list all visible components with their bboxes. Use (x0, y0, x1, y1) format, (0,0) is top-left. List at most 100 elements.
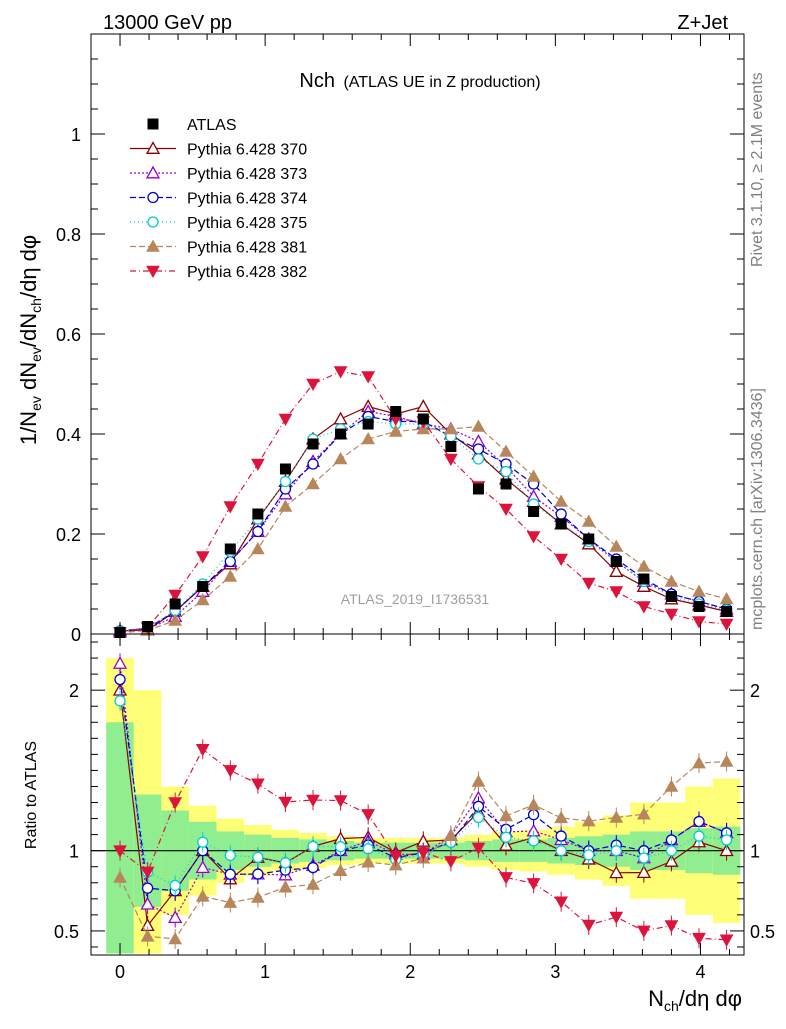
ratio-point-2 (141, 882, 154, 894)
series-point-4 (664, 574, 679, 587)
legend-marker (147, 118, 159, 130)
series-point-4 (609, 539, 624, 552)
ratio-point-5 (195, 744, 210, 757)
legend-label: Pythia 6.428 374 (187, 191, 307, 208)
legend-marker (145, 165, 161, 179)
series-point-3 (500, 465, 512, 478)
svg-text:Nch/dη dφ: Nch/dη dφ (648, 986, 742, 1014)
chart-title: Nch (ATLAS UE in Z production) (299, 70, 540, 92)
ratio-point-3 (252, 851, 264, 864)
ratio-point-5 (692, 932, 706, 946)
title-main: Nch (299, 70, 335, 92)
x-tick-label: 1 (260, 962, 270, 982)
legend-label: Pythia 6.428 381 (187, 240, 307, 257)
data-point (721, 606, 733, 617)
y-tick-label-top: 0.8 (56, 225, 81, 245)
series-point-5 (692, 616, 706, 629)
data-point (555, 518, 567, 530)
ratio-point-3 (583, 849, 595, 861)
ratio-point-4 (306, 877, 320, 890)
series-point-2 (252, 525, 264, 538)
ratio-point-5 (361, 809, 376, 822)
ratio-point-4 (168, 931, 183, 945)
bottom-axes: 0 1 2 3 4 0.5 0.5 1 1 2 2 (54, 633, 775, 982)
x-tick-label: 0 (115, 962, 125, 982)
ratio-point-5 (609, 911, 624, 925)
series-point-5 (278, 413, 293, 427)
series-point-4 (306, 476, 320, 490)
data-point (528, 506, 540, 517)
ratio-point-4 (251, 890, 265, 903)
ratio-point-4 (664, 779, 679, 792)
data-point (500, 478, 512, 490)
y-tick-label-bottom-right: 0.5 (750, 922, 775, 942)
ratio-point-2 (114, 673, 126, 686)
series-point-4 (581, 514, 596, 527)
x-tick-label: 2 (405, 962, 415, 982)
series-line-3 (119, 420, 727, 632)
bottom-frame (90, 633, 745, 956)
ratio-point-3 (610, 845, 622, 857)
legend-marker (145, 141, 161, 154)
ratio-point-3 (527, 835, 540, 847)
series-point-4 (719, 591, 734, 605)
ratio-point-5 (333, 795, 348, 808)
series-point-4 (637, 559, 651, 572)
ratio-point-5 (416, 847, 431, 860)
series-point-3 (279, 475, 292, 488)
ratio-point-3 (500, 831, 512, 843)
ratio-point-1 (140, 896, 155, 910)
ratio-point-1 (112, 656, 128, 669)
series-point-5 (664, 608, 679, 622)
legend-marker (147, 216, 159, 228)
source-label: mcplots.cern.ch [arXiv:1306.3436] (749, 388, 766, 630)
svg-text:Nch (ATLAS UE in Z produ: Nch (ATLAS UE in Z production) (299, 70, 540, 92)
data-point (472, 483, 484, 495)
ratio-point-4 (278, 880, 293, 893)
ratio-point-5 (113, 845, 127, 858)
ratio-point-3 (307, 840, 319, 853)
series-point-5 (195, 551, 210, 564)
ratio-point-3 (720, 834, 733, 846)
series-point-5 (499, 503, 513, 517)
ratio-point-4 (333, 863, 348, 877)
ratio-point-5 (388, 850, 403, 864)
x-axis-title: Nch/dη dφ (648, 986, 742, 1014)
series-point-5 (168, 589, 183, 603)
data-point (252, 508, 264, 520)
ratio-point-4 (637, 807, 651, 820)
x-tick-label: 3 (550, 962, 560, 982)
ratio-point-3 (169, 879, 181, 892)
ratio-point-5 (251, 778, 265, 791)
ratio-point-1 (195, 860, 210, 874)
y-axis-title-bottom: Ratio to ATLAS (23, 741, 40, 849)
ratio-point-4 (526, 797, 541, 811)
series-point-5 (637, 601, 651, 614)
header-right: Z+Jet (677, 12, 728, 34)
data-point (445, 441, 457, 452)
series-point-4 (554, 494, 569, 507)
ratio-point-0 (664, 854, 679, 867)
legend-label: ATLAS (187, 117, 237, 134)
legend-label: Pythia 6.428 382 (187, 264, 307, 281)
legend-marker (146, 239, 160, 252)
series-point-4 (388, 424, 403, 437)
series-point-4 (471, 419, 486, 432)
data-point (665, 591, 677, 602)
data-point (362, 418, 374, 430)
legend-label: Pythia 6.428 373 (187, 166, 307, 183)
ratio-point-5 (664, 920, 679, 933)
series-point-5 (581, 577, 596, 591)
watermark: ATLAS_2019_I1736531 (341, 591, 490, 607)
data-point (390, 406, 402, 417)
ratio-point-4 (471, 774, 486, 787)
y-tick-label-top: 0 (71, 625, 81, 645)
ratio-point-5 (444, 856, 458, 869)
series-point-5 (609, 586, 624, 599)
ratio-point-4 (719, 754, 734, 767)
series-point-0 (333, 411, 348, 425)
y-tick-label-bottom-right: 1 (750, 842, 760, 862)
y-tick-label-bottom: 0.5 (54, 922, 79, 942)
data-point (279, 463, 291, 475)
